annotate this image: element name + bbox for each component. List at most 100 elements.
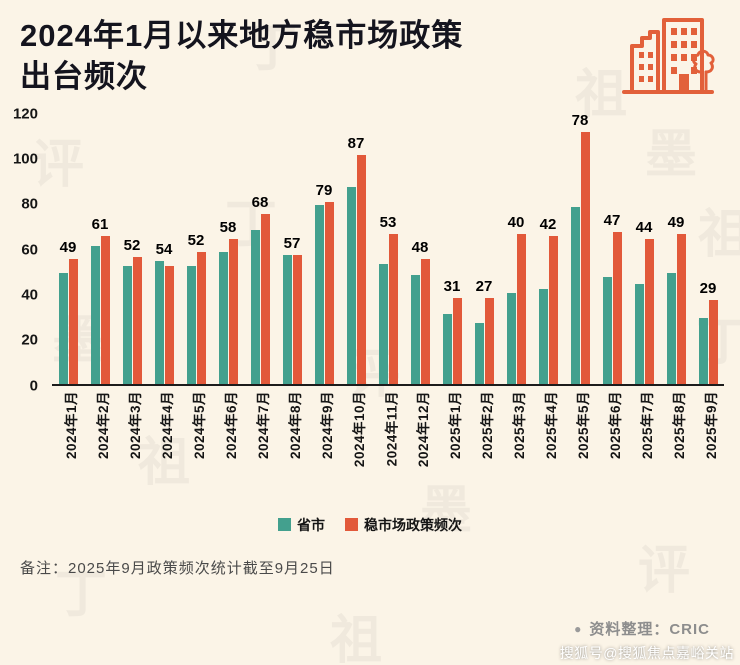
- bar-pair: [346, 154, 366, 384]
- bar-value-label: 79: [315, 182, 333, 200]
- legend-label: 省市: [297, 516, 325, 533]
- bar-group: 47: [596, 114, 628, 384]
- bar-group: 54: [148, 114, 180, 384]
- bar-稳市场政策频次: [516, 234, 526, 384]
- bar-省市: [410, 275, 420, 384]
- legend-label: 稳市场政策频次: [364, 516, 462, 533]
- x-tick-cell: 2024年7月: [244, 391, 276, 509]
- bar-省市: [378, 263, 388, 384]
- bar-group: 78: [564, 112, 596, 384]
- bar-group: 29: [692, 114, 724, 384]
- x-tick-label: 2025年9月: [704, 390, 719, 459]
- y-tick-label: 100: [12, 150, 38, 168]
- bar-pair: [154, 261, 174, 384]
- x-tick-cell: 2025年9月: [692, 391, 724, 509]
- bar-省市: [282, 254, 292, 384]
- bar-稳市场政策频次: [68, 259, 78, 384]
- bar-省市: [250, 229, 260, 384]
- bar-value-label: 49: [59, 239, 77, 257]
- header: 2024年1月以来地方稳市场政策 出台频次: [0, 0, 740, 98]
- bar-稳市场政策频次: [644, 238, 654, 384]
- bar-省市: [154, 261, 164, 384]
- legend-item: 省市: [278, 515, 325, 535]
- bar-稳市场政策频次: [484, 297, 494, 384]
- bar-pair: [282, 254, 302, 384]
- x-tick-label: 2025年4月: [544, 390, 559, 459]
- source-line: ● 资料整理：CRIC: [574, 618, 710, 639]
- buildings-icon: [622, 18, 715, 94]
- bar-pair: [634, 238, 654, 384]
- x-tick-label: 2025年6月: [608, 390, 623, 459]
- legend-swatch-icon: [345, 518, 358, 532]
- x-tick-label: 2025年8月: [672, 390, 687, 459]
- bar-省市: [186, 265, 196, 384]
- x-tick-cell: 2025年5月: [564, 391, 596, 509]
- bar-稳市场政策频次: [612, 231, 622, 384]
- bar-value-label: 49: [667, 214, 685, 232]
- bar-稳市场政策频次: [260, 213, 270, 384]
- x-tick-label: 2024年7月: [256, 390, 271, 459]
- y-tick-label: 60: [21, 241, 38, 259]
- bar-省市: [58, 272, 68, 384]
- bar-稳市场政策频次: [324, 202, 334, 384]
- bar-group: 79: [308, 114, 340, 384]
- bar-value-label: 47: [603, 211, 621, 229]
- bar-稳市场政策频次: [164, 265, 174, 384]
- bar-value-label: 78: [571, 112, 589, 130]
- bar-value-label: 29: [699, 279, 717, 297]
- bar-稳市场政策频次: [388, 234, 398, 384]
- x-tick-cell: 2024年8月: [276, 391, 308, 509]
- x-tick-label: 2024年10月: [352, 390, 367, 467]
- bar-group: 49: [660, 114, 692, 384]
- bar-group: 31: [436, 114, 468, 384]
- x-tick-cell: 2024年11月: [372, 391, 404, 509]
- bar-省市: [634, 284, 644, 384]
- bar-pair: [538, 236, 558, 384]
- bar-group: 49: [52, 114, 84, 384]
- bar-pair: [90, 236, 110, 384]
- x-tick-label: 2024年1月: [64, 390, 79, 459]
- x-tick-cell: 2024年5月: [180, 391, 212, 509]
- bar-稳市场政策频次: [420, 259, 430, 384]
- bar-pair: [314, 202, 334, 384]
- bar-pair: [570, 132, 590, 384]
- x-tick-cell: 2025年1月: [436, 391, 468, 509]
- bar-稳市场政策频次: [292, 254, 302, 384]
- bar-省市: [90, 245, 100, 384]
- bar-稳市场政策频次: [100, 236, 110, 384]
- x-tick-label: 2024年5月: [192, 390, 207, 459]
- bar-group: 48: [404, 114, 436, 384]
- bar-稳市场政策频次: [452, 297, 462, 384]
- bar-稳市场政策频次: [356, 154, 366, 384]
- footnote: 备注：2025年9月政策频次统计截至9月25日: [20, 559, 335, 577]
- bar-value-label: 31: [443, 277, 461, 295]
- x-tick-cell: 2025年3月: [500, 391, 532, 509]
- bar-value-label: 44: [635, 218, 653, 236]
- bar-group: 40: [500, 114, 532, 384]
- bar-value-label: 54: [155, 241, 173, 259]
- bar-省市: [218, 252, 228, 384]
- bar-省市: [570, 207, 580, 384]
- plot-area: 49 61 52 54 52 58 68 57 79 87 53 48 31 27 40 42 78 47 44 49…: [52, 112, 724, 386]
- bar-省市: [346, 186, 356, 384]
- corner-watermark: 搜狐号@搜狐焦点嘉峪关站: [559, 645, 734, 661]
- bar-pair: [122, 256, 142, 384]
- x-tick-label: 2025年3月: [512, 390, 527, 459]
- x-tick-label: 2024年6月: [224, 390, 239, 459]
- bar-value-label: 61: [91, 216, 109, 234]
- bar-group: 27: [468, 114, 500, 384]
- x-tick-label: 2024年8月: [288, 390, 303, 459]
- x-tick-cell: 2025年2月: [468, 391, 500, 509]
- bar-value-label: 42: [539, 216, 557, 234]
- x-tick-cell: 2024年6月: [212, 391, 244, 509]
- bar-group: 42: [532, 114, 564, 384]
- x-tick-cell: 2025年4月: [532, 391, 564, 509]
- bar-value-label: 57: [283, 234, 301, 252]
- x-tick-cell: 2024年3月: [116, 391, 148, 509]
- bar-稳市场政策频次: [132, 256, 142, 384]
- bar-value-label: 48: [411, 239, 429, 257]
- bar-省市: [314, 204, 324, 384]
- bar-group: 58: [212, 114, 244, 384]
- x-tick-cell: 2024年10月: [340, 391, 372, 509]
- x-tick-label: 2025年5月: [576, 390, 591, 459]
